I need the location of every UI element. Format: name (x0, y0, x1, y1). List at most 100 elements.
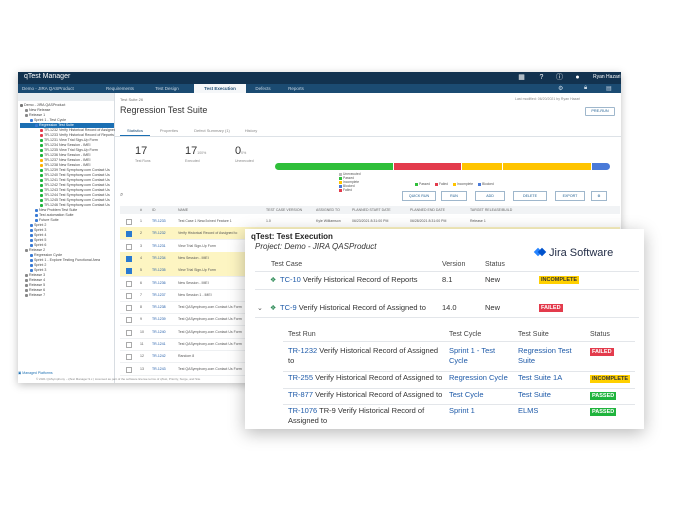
row-checkbox[interactable] (126, 219, 132, 225)
row-checkbox[interactable] (126, 280, 132, 287)
test-case-id-link[interactable]: TC-9 (280, 303, 297, 312)
chevron-down-icon[interactable]: ⌄ (257, 305, 263, 312)
lock-icon[interactable]: 🔒︎ (584, 85, 588, 91)
tree-item[interactable]: TR-1237 New Session - IMEI (20, 158, 114, 163)
tree-item[interactable]: Sprint 1 - Test Cycle (20, 118, 114, 123)
test-run-row[interactable]: TR-255 Verify Historical Record of Assig… (283, 373, 635, 390)
grid-header-cell[interactable]: PLANNED END DATE (410, 208, 445, 212)
grid-header-cell[interactable]: TARGET RELEASE/BUILD (470, 208, 513, 212)
tree-item[interactable]: TR-1238 New Session - IMEI (20, 163, 114, 168)
test-suite-link[interactable]: ELMS (518, 406, 539, 415)
test-case-name[interactable]: TC-9 Verify Historical Record of Assigne… (280, 303, 426, 312)
row-checkbox[interactable] (126, 292, 132, 299)
tree-item[interactable]: TR-1231 View Trial Sign-Up Form (20, 138, 114, 143)
grid-header-cell[interactable]: PLANNED START DATE (352, 208, 391, 212)
run-button[interactable]: RUN (441, 191, 467, 201)
subtab-defect-summary-1-[interactable]: Defect Summary (1) (194, 128, 230, 133)
info-icon[interactable]: ⓘ (556, 74, 563, 81)
row-id-link[interactable]: TR-1242 (152, 354, 166, 359)
tree-item[interactable]: Sprint 4 (20, 233, 114, 238)
test-run-id-link[interactable]: TR-255 (288, 373, 314, 382)
row-checkbox[interactable] (126, 255, 132, 262)
row-checkbox[interactable] (126, 366, 132, 373)
test-run-id-link[interactable]: TR-1232 (288, 346, 318, 355)
tree-item[interactable]: Sprint 3 (20, 268, 114, 273)
tree-item[interactable]: Release 4 (20, 278, 114, 283)
tree-item[interactable]: Regression Cycle (20, 253, 114, 258)
tree-item[interactable]: TR-1243 Test Symphony.com Contact Us (20, 188, 114, 193)
row-id-link[interactable]: TR-1231 (152, 243, 166, 248)
test-run-name[interactable]: TR-1232 Verify Historical Record of Assi… (288, 346, 443, 366)
tree-item[interactable]: TR-1234 New Session - IMEI (20, 143, 114, 148)
tree-item[interactable]: Sprint 2 (20, 263, 114, 268)
grid-settings-icon[interactable]: ⚙ (591, 191, 607, 201)
row-id-link[interactable]: TR-1241 (152, 342, 166, 346)
tree-item[interactable]: Future Suite (20, 218, 114, 223)
test-run-row[interactable]: TR-1232 Verify Historical Record of Assi… (283, 346, 635, 373)
tree-item[interactable]: Release 7 (20, 293, 114, 298)
tree-item[interactable]: TR-1245 Test Symphony.com Contact Us (20, 198, 114, 203)
grid-header-cell[interactable]: ASSIGNED TO (316, 208, 340, 212)
tree-item[interactable]: Regression Test Suite (20, 123, 114, 128)
tree-item[interactable]: TR-1233 Verify Historical Record of Repo… (20, 133, 114, 138)
tree-item[interactable]: Release 6 (20, 288, 114, 293)
tree-item[interactable]: TR-1236 New Session - IMEI (20, 153, 114, 158)
tree-item[interactable]: New Release (20, 108, 114, 113)
test-run-row[interactable]: TR-877 Verify Historical Record of Assig… (283, 390, 635, 406)
row-id-link[interactable]: TR-1233 (152, 219, 166, 223)
grid-header-cell[interactable]: NAME (178, 208, 189, 212)
tree-item[interactable]: Release 1 (20, 113, 114, 118)
quick-run-button[interactable]: QUICK RUN (402, 191, 436, 201)
test-cycle-link[interactable]: Regression Cycle (449, 373, 508, 382)
nav-tab-defects[interactable]: Defects (255, 86, 271, 91)
row-id-link[interactable]: TR-1237 (152, 292, 166, 297)
tree-item[interactable]: Sprint 5 (20, 238, 114, 243)
pre-run-button[interactable]: PRE-RUN (585, 107, 615, 116)
search-icon[interactable]: ⌕ (120, 192, 124, 198)
tree-item[interactable]: Demo - JIRA QASProduct (20, 103, 114, 108)
test-run-id-link[interactable]: TR-877 (288, 390, 314, 399)
row-id-link[interactable]: TR-1238 (152, 305, 166, 310)
tree-item[interactable]: TR-1232 Verify Historical Record of Assi… (20, 128, 120, 133)
grid-header-cell[interactable]: TEST CASE VERSION (266, 208, 303, 212)
grid-row[interactable]: 1 TR-1233 Test Case 1 New/Joined Feature 1… (120, 215, 620, 228)
grid-header-cell[interactable]: ID (152, 208, 156, 212)
row-checkbox[interactable] (126, 243, 132, 250)
tree-item[interactable]: TR-1240 Test Symphony.com Contact Us (20, 173, 114, 178)
row-checkbox[interactable] (126, 342, 132, 348)
settings-gear-icon[interactable]: ⚙ (558, 86, 564, 92)
test-cycle-link[interactable]: Test Cycle (449, 390, 484, 399)
tree-item[interactable]: TR-1246 Test Symphony.com Contact Us (20, 203, 114, 208)
tree-item[interactable]: Sprint 3 (20, 228, 114, 233)
test-suite-link[interactable]: Test Suite 1A (518, 373, 563, 382)
test-run-name[interactable]: TR-255 Verify Historical Record of Assig… (288, 373, 443, 383)
add-button[interactable]: ADD (475, 191, 505, 201)
export-button[interactable]: EXPORT (555, 191, 585, 201)
tree-item[interactable]: Test automation Suite (20, 213, 114, 218)
test-run-row[interactable]: TR-1076 TR-9 Verify Historical Record of… (283, 406, 635, 428)
row-checkbox[interactable] (126, 231, 132, 238)
user-name[interactable]: Ryan Hazari (593, 74, 621, 80)
test-run-name[interactable]: TR-1076 TR-9 Verify Historical Record of… (288, 406, 443, 426)
row-id-link[interactable]: TR-1234 (152, 255, 166, 260)
notification-icon[interactable]: ● (575, 74, 580, 81)
test-cycle-link[interactable]: Sprint 1 (449, 406, 475, 415)
nav-tab-test-execution[interactable]: Test Execution (194, 84, 246, 93)
tree-item[interactable]: Release 2 (20, 248, 114, 253)
row-id-link[interactable]: TR-1239 (152, 317, 166, 322)
breadcrumb[interactable]: Test Suite 26 (120, 97, 144, 102)
row-id-link[interactable]: TR-1243 (152, 366, 166, 371)
subtab-history[interactable]: History (244, 128, 258, 133)
help-icon[interactable]: ? (539, 74, 544, 81)
test-case-name[interactable]: TC-10 Verify Historical Record of Report… (280, 275, 418, 284)
row-checkbox[interactable] (126, 305, 132, 312)
tree-item[interactable]: TR-1244 Test Symphony.com Contact Us (20, 193, 114, 198)
delete-button[interactable]: DELETE (513, 191, 547, 201)
row-id-link[interactable]: TR-1232 (152, 231, 166, 236)
tree-item[interactable]: New Problem Test Suite (20, 208, 114, 213)
nav-tab-test-design[interactable]: Test Design (155, 86, 179, 91)
row-checkbox[interactable] (126, 317, 132, 324)
tree-item[interactable]: TR-1241 Test Symphony.com Contact Us (20, 178, 114, 183)
grid-header-cell[interactable]: # (140, 208, 142, 212)
tree-item[interactable]: Sprint 2 (20, 223, 114, 228)
